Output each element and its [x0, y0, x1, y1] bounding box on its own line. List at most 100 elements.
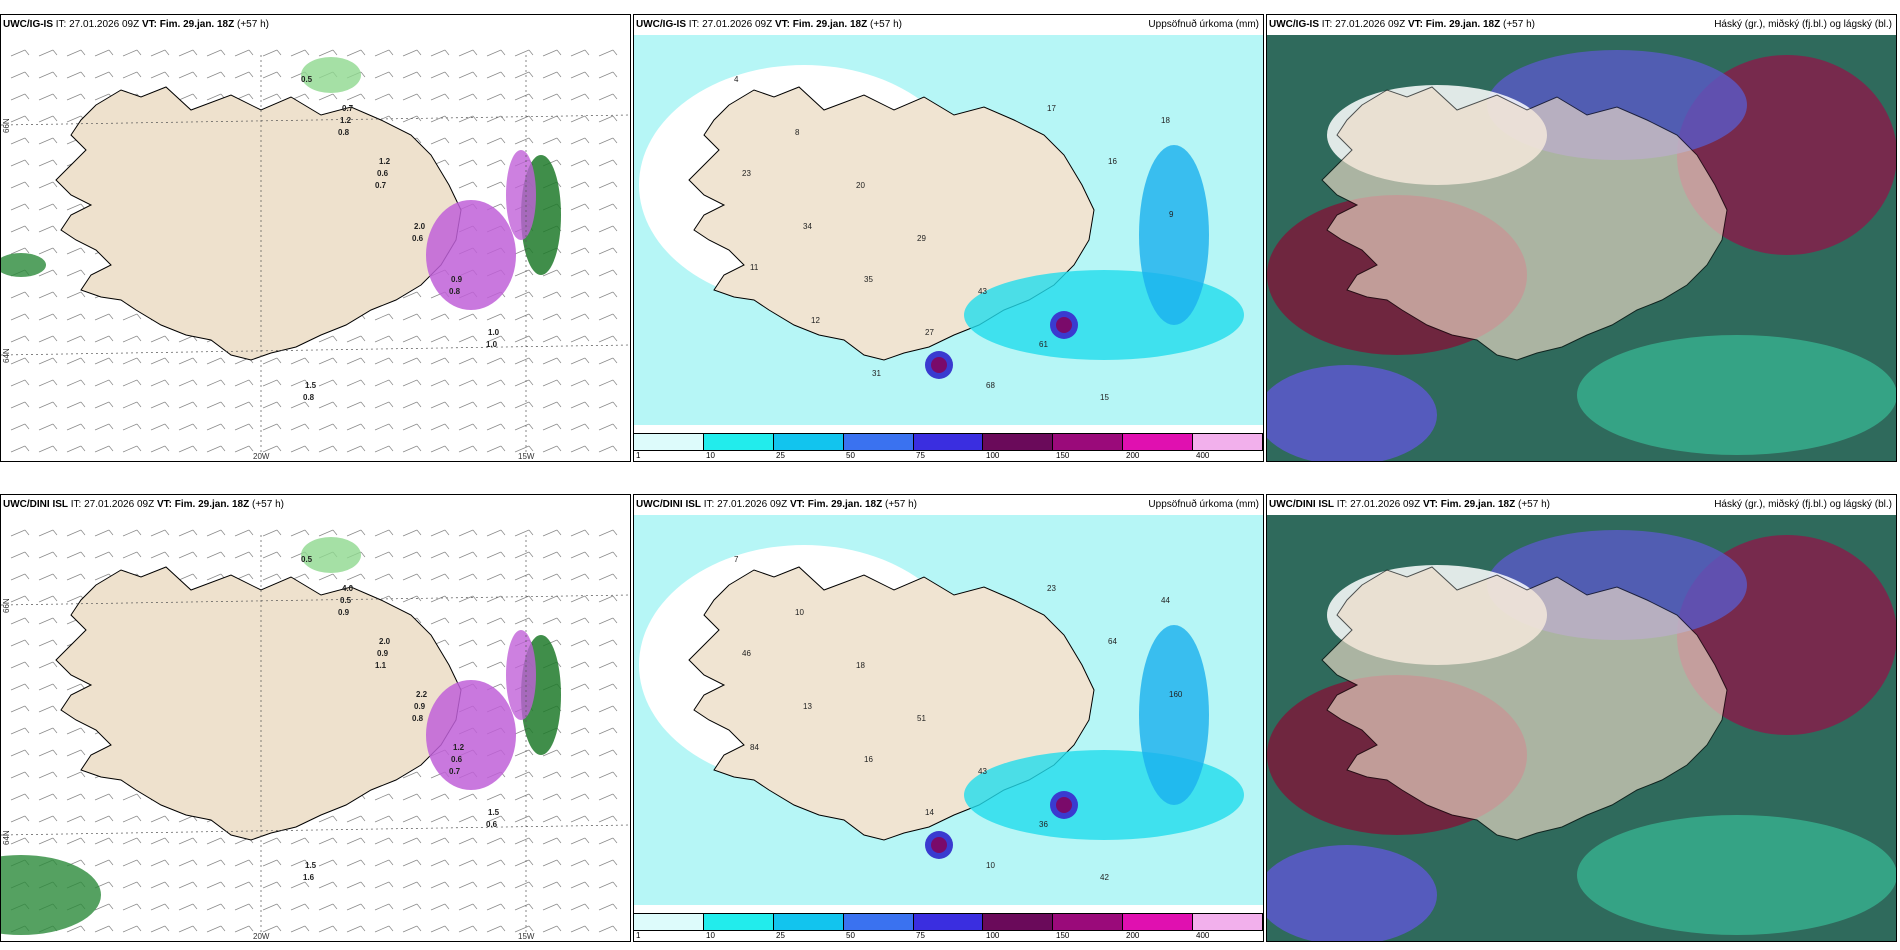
panel-variable-label: Háský (gr.), miðský (fj.bl.) og lágský (… [1714, 499, 1892, 510]
lat-label: 64N [2, 348, 11, 363]
init-time: IT: 27.01.2026 09Z [1321, 19, 1406, 30]
colorbar-ticks: 1 10 25 50 75 100 150 200 400 [634, 451, 1263, 461]
vt-label: VT: [774, 19, 790, 30]
map-value-label: 0.6 [412, 234, 424, 243]
map-value-label: 0.8 [449, 287, 461, 296]
panel-title: UWC/IG-IS IT: 27.01.2026 09Z VT: Fim. 29… [1269, 19, 1535, 30]
map-value-label: 35 [864, 275, 873, 284]
colorbar-tick-label: 400 [1196, 931, 1210, 940]
panel-title: UWC/DINI ISL IT: 27.01.2026 09Z VT: Fim.… [1269, 499, 1550, 510]
colorbar-segment [703, 434, 774, 450]
lon-label: 15W [518, 452, 535, 461]
map-value-label: 18 [856, 661, 865, 670]
map-value-label: 61 [1039, 340, 1048, 349]
colorbar-tick-label: 25 [776, 931, 785, 940]
map-value-label: 0.5 [301, 555, 313, 564]
map-panel: UWC/IG-IS IT: 27.01.2026 09Z VT: Fim. 29… [0, 14, 631, 462]
map-value-label: 1.1 [375, 661, 387, 670]
vt-label: VT: [141, 19, 157, 30]
map-value-label: 0.8 [412, 714, 424, 723]
init-time: IT: 27.01.2026 09Z [688, 19, 773, 30]
colorbar-tick-label: 25 [776, 451, 785, 460]
valid-time: Fim. 29.jan. 18Z [1440, 499, 1516, 510]
map-value-label: 0.9 [338, 608, 350, 617]
lead-time: (+57 h) [885, 499, 917, 510]
lon-label: 20W [253, 932, 270, 941]
map-value-label: 9 [1169, 210, 1174, 219]
map-value-label: 1.0 [488, 328, 500, 337]
map-value-label: 11 [750, 263, 759, 272]
vt-label: VT: [156, 499, 172, 510]
cloud-cover-map [1267, 515, 1896, 941]
panel-title: UWC/IG-IS IT: 27.01.2026 09Z VT: Fim. 29… [3, 19, 269, 30]
map-value-label: 0.6 [377, 169, 389, 178]
map-value-label: 1.5 [488, 808, 500, 817]
model-name: UWC/IG-IS [636, 19, 686, 30]
map-value-label: 10 [986, 861, 995, 870]
map-value-label: 2.0 [379, 637, 391, 646]
valid-time: Fim. 29.jan. 18Z [807, 499, 883, 510]
panel-title: UWC/DINI ISL IT: 27.01.2026 09Z VT: Fim.… [3, 499, 284, 510]
map-value-label: 34 [803, 222, 812, 231]
colorbar-tick-label: 100 [986, 451, 1000, 460]
lead-time: (+57 h) [870, 19, 902, 30]
map-value-label: 20 [856, 181, 865, 190]
colorbar-segment [634, 914, 704, 930]
colorbar-tick-label: 10 [706, 451, 715, 460]
precip-colorbar [634, 913, 1263, 931]
colorbar-segment [983, 914, 1054, 930]
map-value-label: 8 [795, 128, 800, 137]
map-value-label: 1.2 [453, 743, 465, 752]
lat-label: 66N [2, 598, 11, 613]
map-value-label: 2.0 [414, 222, 426, 231]
map-panel: UWC/IG-IS IT: 27.01.2026 09Z VT: Fim. 29… [633, 14, 1264, 462]
map-value-label: 23 [1047, 584, 1056, 593]
map-value-label: 46 [742, 649, 751, 658]
vt-label: VT: [789, 499, 805, 510]
map-value-label: 13 [803, 702, 812, 711]
lon-label: 15W [518, 932, 535, 941]
lead-time: (+57 h) [1503, 19, 1535, 30]
map-value-label: 31 [872, 369, 881, 378]
map-value-label: 0.9 [451, 275, 463, 284]
colorbar-tick-label: 1 [636, 451, 641, 460]
map-value-label: 17 [1047, 104, 1056, 113]
map-value-label: 4 [734, 75, 739, 84]
model-name: UWC/DINI ISL [3, 499, 68, 510]
colorbar-segment [1123, 914, 1194, 930]
map-value-label: 0.7 [375, 181, 387, 190]
colorbar-segment [1193, 914, 1263, 930]
colorbar-segment [1193, 434, 1263, 450]
map-value-label: 0.8 [303, 393, 315, 402]
lon-label: 20W [253, 452, 270, 461]
colorbar-tick-label: 200 [1126, 451, 1140, 460]
init-time: IT: 27.01.2026 09Z [703, 499, 788, 510]
map-value-label: 0.5 [301, 75, 313, 84]
map-value-label: 51 [917, 714, 926, 723]
map-panel: UWC/DINI ISL IT: 27.01.2026 09Z VT: Fim.… [0, 494, 631, 942]
colorbar-segment [1123, 434, 1194, 450]
map-value-label: 64 [1108, 637, 1117, 646]
colorbar-tick-label: 400 [1196, 451, 1210, 460]
map-value-label: 44 [1161, 596, 1170, 605]
init-time: IT: 27.01.2026 09Z [70, 499, 155, 510]
model-name: UWC/DINI ISL [636, 499, 701, 510]
colorbar-ticks: 1 10 25 50 75 100 150 200 400 [634, 931, 1263, 941]
map-value-label: 1.5 [305, 381, 317, 390]
map-value-label: 10 [795, 608, 804, 617]
colorbar-tick-label: 50 [846, 451, 855, 460]
colorbar-tick-label: 200 [1126, 931, 1140, 940]
panel-title: UWC/DINI ISL IT: 27.01.2026 09Z VT: Fim.… [636, 499, 917, 510]
panel-variable-label: Háský (gr.), miðský (fj.bl.) og lágský (… [1714, 19, 1892, 30]
colorbar-segment [703, 914, 774, 930]
map-value-label: 0.9 [414, 702, 426, 711]
map-value-label: 0.6 [486, 820, 498, 829]
colorbar-tick-label: 150 [1056, 451, 1070, 460]
precip-colorbar [634, 433, 1263, 451]
colorbar-segment [773, 434, 844, 450]
colorbar-tick-label: 1 [636, 931, 641, 940]
map-value-label: 42 [1100, 873, 1109, 882]
accum-precip-map [634, 35, 1263, 425]
map-value-label: 29 [917, 234, 926, 243]
map-value-label: 0.5 [340, 596, 352, 605]
